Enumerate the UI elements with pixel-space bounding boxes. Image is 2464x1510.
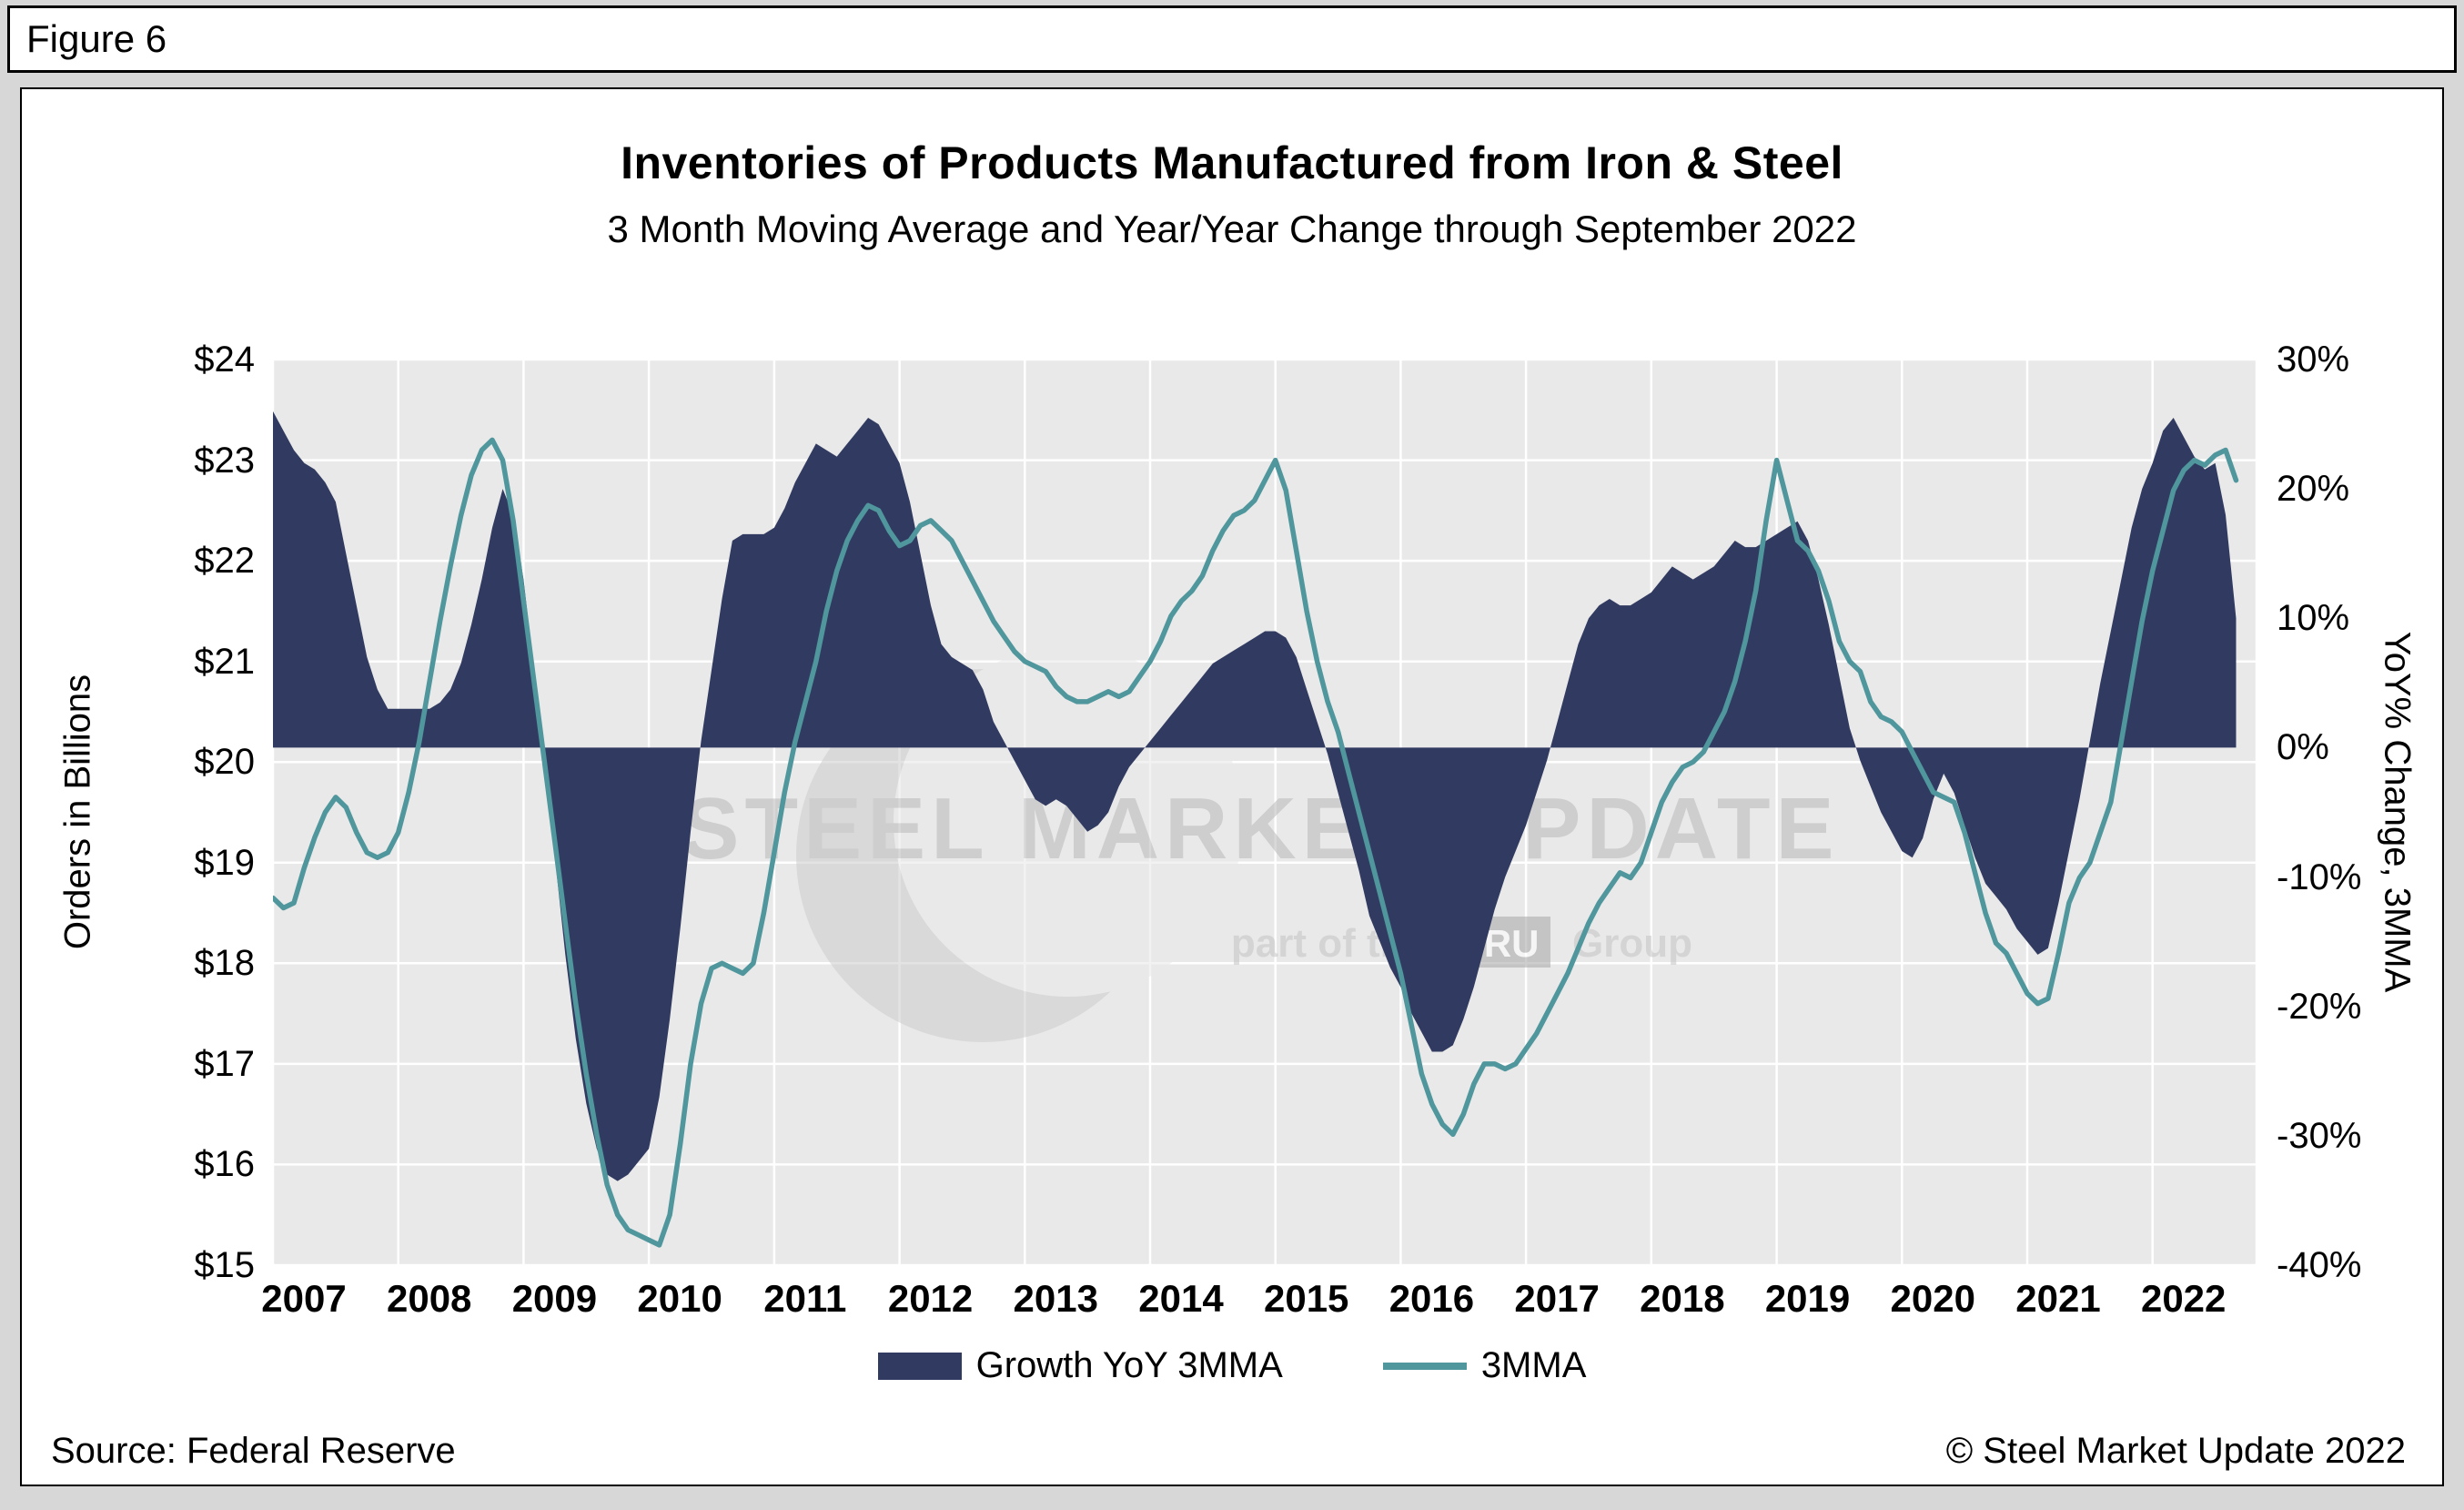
axis-tick-label: 2020 — [1890, 1277, 1975, 1320]
axis-tick-label: 10% — [2277, 598, 2350, 639]
axis-tick-label: 2009 — [511, 1277, 598, 1320]
axis-tick-label: -40% — [2277, 1245, 2362, 1285]
axis-tick-label: 2017 — [1514, 1277, 1600, 1320]
growth-yoy-area-series — [273, 410, 2237, 1181]
growth-yoy-legend-label: Growth YoY 3MMA — [975, 1345, 1283, 1385]
mma-legend-label: 3MMA — [1480, 1345, 1587, 1385]
axis-tick-label: 2015 — [1263, 1277, 1349, 1320]
axis-tick-label: 2014 — [1138, 1277, 1224, 1320]
axis-tick-label: $15 — [194, 1245, 255, 1285]
axis-tick-label: 2019 — [1764, 1277, 1851, 1320]
copyright-text: © Steel Market Update 2022 — [1945, 1431, 2406, 1471]
axis-tick-label: 2022 — [2140, 1277, 2227, 1320]
growth-yoy-legend-swatch — [877, 1352, 962, 1380]
axis-tick-label: $24 — [194, 339, 255, 380]
axis-tick-label: $23 — [194, 440, 255, 481]
chart-subtitle: 3 Month Moving Average and Year/Year Cha… — [607, 208, 1857, 250]
axis-tick-label: 2011 — [763, 1277, 847, 1320]
axis-tick-label: 2016 — [1389, 1277, 1475, 1320]
figure-label: Figure 6 — [26, 17, 167, 60]
axis-tick-label: $16 — [194, 1144, 255, 1185]
axis-tick-label: 2008 — [386, 1277, 472, 1320]
figure-bar: Figure 6 — [7, 5, 2457, 73]
mma-line-series — [273, 437, 2239, 1248]
axis-tick-label: $17 — [194, 1043, 255, 1084]
axis-tick-label: 2007 — [261, 1277, 347, 1320]
axis-tick-label: 20% — [2277, 469, 2350, 510]
axis-tick-label: $19 — [194, 842, 255, 883]
axis-tick-label: 2012 — [887, 1277, 974, 1320]
mma-legend-swatch — [1382, 1362, 1467, 1370]
chart-title: Inventories of Products Manufactured fro… — [621, 137, 1843, 188]
axis-tick-label: -20% — [2277, 986, 2362, 1027]
axis-tick-label: -30% — [2277, 1115, 2362, 1156]
axis-tick-label: -10% — [2277, 856, 2362, 897]
axis-tick-label: 2013 — [1013, 1277, 1098, 1320]
axis-tick-label: 0% — [2277, 727, 2329, 768]
right-axis-title: YoY% Change, 3MMA — [2377, 631, 2418, 993]
axis-tick-label: $20 — [194, 742, 255, 783]
watermark-subtext: Group — [1572, 921, 1692, 966]
axis-tick-label: $18 — [194, 943, 255, 984]
source-text: Source: Federal Reserve — [51, 1431, 456, 1471]
axis-tick-label: $22 — [194, 541, 255, 582]
axis-tick-label: 30% — [2277, 339, 2350, 380]
axis-tick-label: 2018 — [1640, 1277, 1725, 1320]
legend: Growth YoY 3MMA 3MMA — [0, 1345, 2464, 1386]
axis-tick-label: $21 — [194, 641, 255, 682]
left-axis-title: Orders in Billions — [57, 674, 98, 950]
axis-tick-label: 2010 — [637, 1277, 722, 1320]
axis-tick-label: 2021 — [2015, 1277, 2101, 1320]
